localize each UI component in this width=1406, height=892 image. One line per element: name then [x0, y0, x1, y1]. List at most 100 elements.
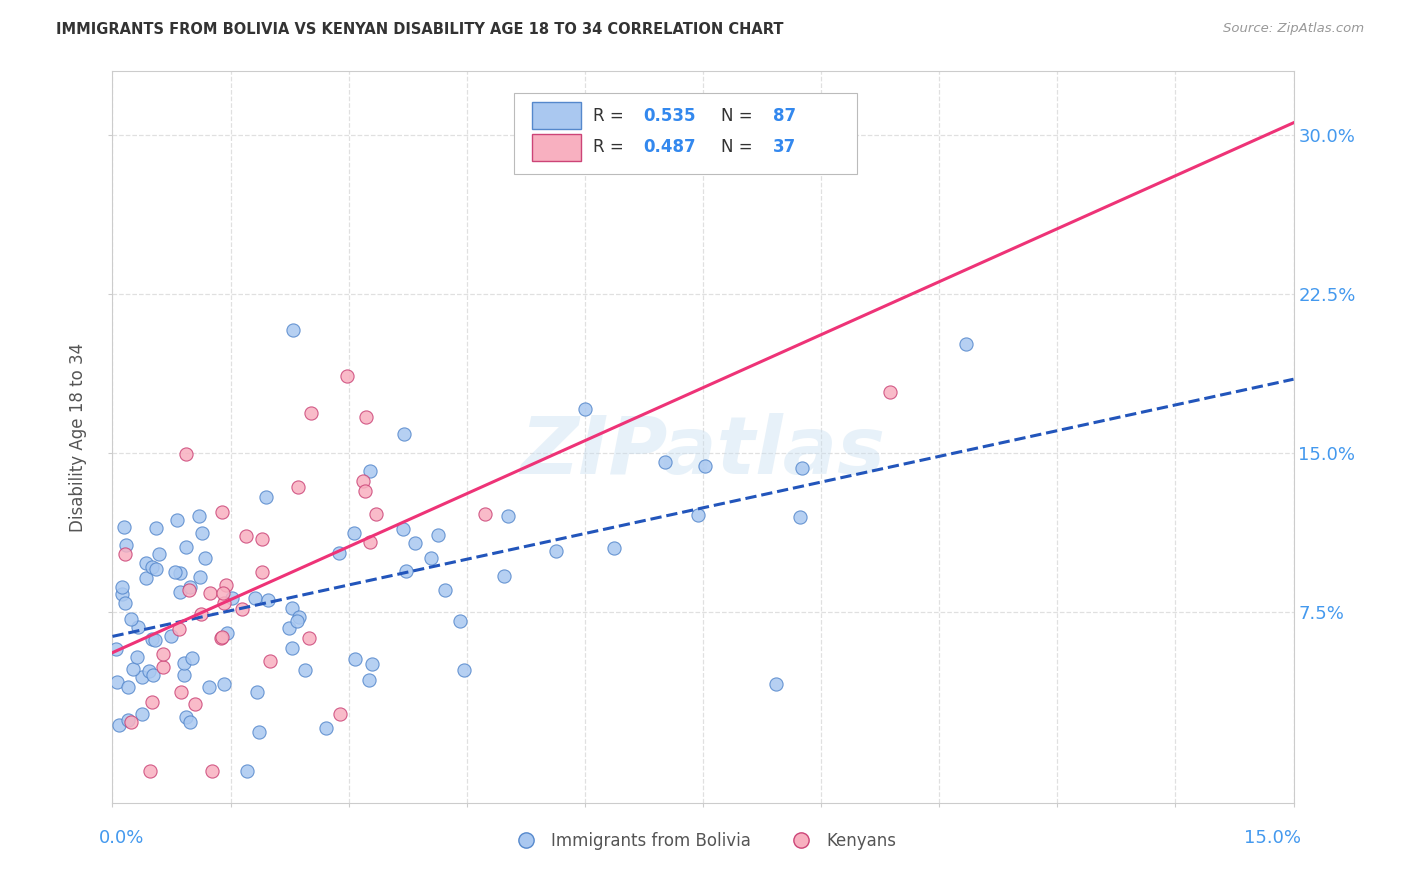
Point	[328, 546, 350, 560]
Y-axis label: Disability Age 18 to 34: Disability Age 18 to 34	[69, 343, 87, 532]
Point	[392, 427, 415, 442]
Point	[201, 764, 224, 778]
Text: 0.535: 0.535	[643, 107, 695, 125]
Text: IMMIGRANTS FROM BOLIVIA VS KENYAN DISABILITY AGE 18 TO 34 CORRELATION CHART: IMMIGRANTS FROM BOLIVIA VS KENYAN DISABI…	[56, 22, 783, 37]
Point	[250, 566, 273, 580]
Point	[188, 508, 211, 523]
Point	[105, 642, 128, 657]
Text: R =: R =	[593, 107, 628, 125]
Point	[174, 540, 197, 554]
Point	[285, 615, 308, 629]
Point	[299, 406, 322, 420]
Point	[190, 607, 212, 622]
Point	[235, 529, 257, 543]
Point	[167, 623, 190, 637]
Text: 87: 87	[773, 107, 796, 125]
Point	[215, 578, 238, 592]
Point	[211, 505, 233, 519]
Point	[209, 631, 232, 645]
Point	[198, 680, 221, 694]
Point	[135, 571, 157, 585]
Point	[236, 764, 259, 778]
Text: R =: R =	[593, 137, 628, 156]
Point	[174, 710, 197, 724]
Point	[955, 337, 977, 351]
Point	[105, 674, 128, 689]
Point	[404, 536, 426, 550]
Point	[395, 564, 418, 578]
Point	[141, 695, 163, 709]
Point	[212, 677, 235, 691]
Point	[194, 551, 217, 566]
Point	[343, 525, 366, 540]
Point	[174, 447, 197, 461]
Point	[179, 715, 201, 730]
Point	[114, 596, 136, 610]
Point	[359, 464, 381, 478]
Point	[420, 550, 443, 565]
Point	[108, 718, 131, 732]
Point	[360, 657, 382, 671]
Point	[790, 461, 813, 475]
Point	[353, 483, 375, 498]
Point	[474, 507, 496, 521]
Point	[221, 591, 243, 605]
Point	[426, 527, 449, 541]
Point	[298, 631, 321, 645]
Point	[138, 664, 160, 678]
Point	[112, 520, 135, 534]
Point	[654, 455, 676, 469]
Point	[110, 580, 132, 594]
Point	[111, 587, 134, 601]
FancyBboxPatch shape	[531, 134, 581, 161]
Point	[257, 593, 280, 607]
Point	[281, 641, 304, 656]
Point	[141, 632, 163, 646]
Point	[200, 586, 222, 600]
Point	[180, 651, 202, 665]
Point	[120, 611, 142, 625]
Point	[184, 697, 207, 711]
Point	[603, 541, 626, 556]
Point	[145, 521, 167, 535]
Point	[173, 657, 195, 671]
Point	[315, 721, 337, 735]
Point	[686, 508, 709, 523]
Point	[166, 513, 188, 527]
Point	[231, 602, 253, 616]
Point	[212, 586, 235, 600]
Point	[329, 707, 352, 722]
Point	[246, 684, 269, 698]
Point	[366, 508, 388, 522]
Point	[283, 323, 305, 337]
Point	[131, 670, 153, 684]
Point	[256, 490, 278, 504]
Point	[114, 538, 136, 552]
Point	[141, 560, 163, 574]
Point	[117, 680, 139, 694]
Point	[121, 714, 143, 729]
Point	[211, 630, 233, 644]
Point	[693, 458, 716, 473]
Point	[142, 668, 165, 682]
Point	[191, 526, 214, 541]
Point	[215, 626, 238, 640]
Text: 0.0%: 0.0%	[98, 829, 143, 847]
Point	[173, 667, 195, 681]
Text: ZIPatlas: ZIPatlas	[520, 413, 886, 491]
FancyBboxPatch shape	[531, 102, 581, 129]
Text: Source: ZipAtlas.com: Source: ZipAtlas.com	[1223, 22, 1364, 36]
Text: 0.487: 0.487	[643, 137, 696, 156]
Point	[281, 601, 304, 615]
Point	[250, 533, 273, 547]
Point	[139, 764, 162, 778]
Point	[343, 652, 366, 666]
FancyBboxPatch shape	[515, 94, 856, 174]
Point	[243, 591, 266, 605]
Point	[352, 474, 374, 488]
Point	[145, 561, 167, 575]
Point	[121, 662, 143, 676]
Point	[259, 654, 281, 668]
Point	[114, 547, 136, 561]
Point	[170, 685, 193, 699]
